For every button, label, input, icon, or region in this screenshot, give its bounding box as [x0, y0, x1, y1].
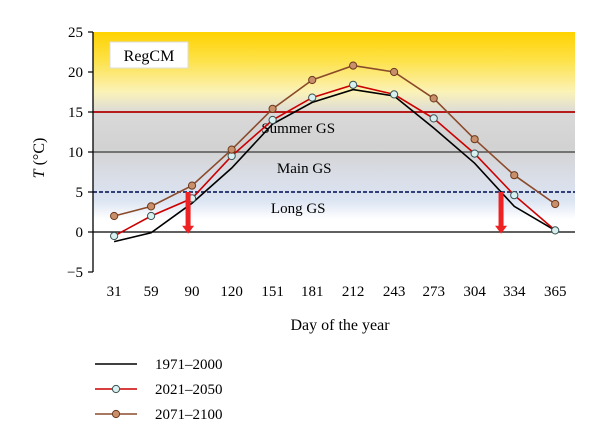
threshold-label: Summer GS — [261, 121, 335, 137]
series-line — [113, 83, 556, 237]
y-axis-title: T (°C) — [31, 138, 48, 179]
series-point — [551, 226, 560, 235]
y-tick-label: 20 — [68, 65, 83, 81]
arrow-shaft — [185, 192, 191, 227]
y-axis-ticks: −5 0 5 10 15 20 25 — [67, 25, 93, 281]
legend-label: 2071–2100 — [155, 407, 223, 423]
series-point — [308, 93, 317, 102]
series-point — [110, 231, 119, 241]
series-line — [113, 88, 556, 243]
series-point — [349, 61, 358, 70]
y-tick-label: 0 — [76, 225, 84, 241]
series-point — [510, 171, 519, 180]
arrow-head — [182, 225, 195, 234]
series-point — [187, 181, 197, 190]
x-tick-label: 181 — [301, 284, 324, 300]
legend-marker — [111, 409, 121, 419]
series-point — [349, 80, 358, 89]
series-point — [147, 202, 156, 211]
threshold-label: Main GS — [277, 161, 332, 177]
series-point — [389, 90, 399, 99]
series-point — [268, 115, 277, 125]
series-point — [110, 211, 119, 221]
series-point — [510, 191, 519, 200]
x-axis-title: Day of the year — [290, 317, 390, 334]
arrow-head — [495, 225, 508, 234]
y-tick-label: 10 — [68, 145, 83, 161]
x-tick-label: 304 — [463, 284, 486, 300]
series-point — [470, 135, 479, 144]
x-tick-label: 365 — [544, 284, 567, 300]
x-tick-label: 120 — [220, 284, 243, 300]
threshold-label: Long GS — [271, 201, 326, 217]
series-point — [308, 75, 317, 85]
y-tick-label: 15 — [68, 105, 83, 121]
x-tick-label: 151 — [261, 284, 284, 300]
x-tick-label: 334 — [503, 284, 526, 300]
series-point — [551, 199, 560, 209]
series-layer — [110, 61, 560, 243]
series-point — [147, 211, 156, 221]
panel-label: RegCM — [109, 41, 189, 69]
x-tick-label: 273 — [422, 284, 445, 300]
x-tick-label: 243 — [383, 284, 406, 300]
y-axis-var: T — [31, 168, 48, 178]
x-tick-label: 212 — [342, 284, 365, 300]
series-point — [268, 104, 277, 113]
y-tick-label: −5 — [67, 265, 83, 281]
arrow-layer — [182, 192, 508, 234]
x-tick-label: 31 — [107, 284, 122, 300]
y-tick-label: 5 — [76, 185, 84, 201]
legend-marker — [111, 384, 121, 394]
series-point — [389, 67, 399, 77]
series-point — [470, 149, 479, 158]
series-point — [227, 145, 236, 154]
x-axis-ticks: 31 59 90 120 151 181 212 243 273 304 334 365 — [107, 284, 567, 300]
y-tick-label: 25 — [68, 25, 83, 41]
threshold-layer: Summer GS Main GS Long GS — [93, 111, 575, 217]
legend-label: 2021–2050 — [155, 382, 223, 398]
x-tick-label: 90 — [185, 284, 200, 300]
arrow-shaft — [498, 192, 504, 227]
y-axis-unit: (°C) — [31, 138, 48, 170]
series-line — [113, 64, 556, 217]
series-point — [429, 94, 438, 103]
legend: 1971–2000 2021–2050 2071–2100 — [95, 357, 223, 423]
panel-label-text: RegCM — [124, 48, 175, 65]
x-tick-label: 59 — [144, 284, 159, 300]
series-point — [429, 114, 438, 123]
legend-label: 1971–2000 — [155, 357, 223, 373]
